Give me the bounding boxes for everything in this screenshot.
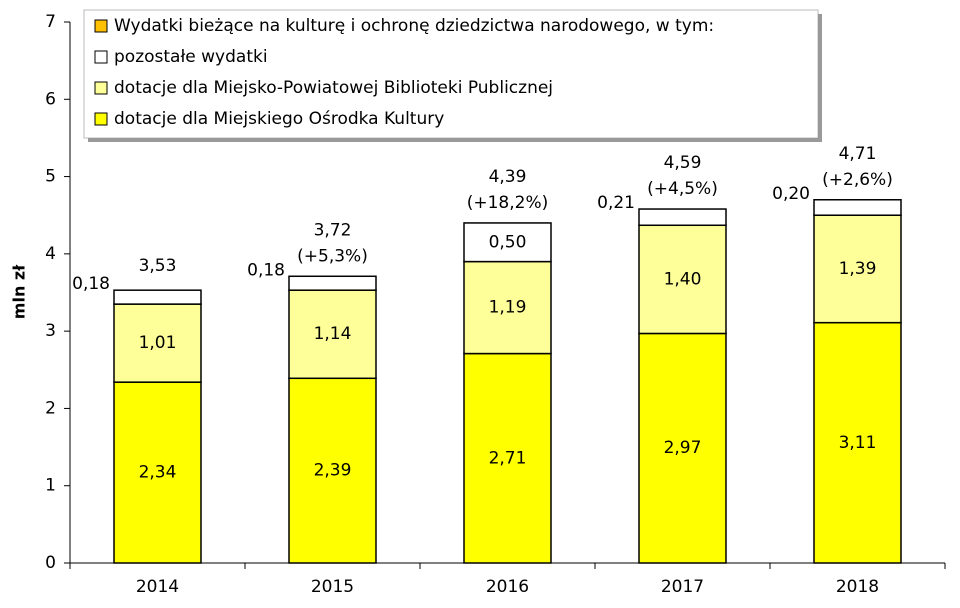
legend-title: Wydatki bieżące na kulturę i ochronę dzi… [114, 16, 714, 36]
legend-label: dotacje dla Miejskiego Ośrodka Kultury [114, 109, 444, 129]
legend-swatch [94, 19, 108, 33]
change-label: (+4,5%) [647, 179, 718, 199]
x-tick-label: 2016 [486, 577, 529, 597]
x-tick-label: 2014 [136, 577, 179, 597]
bar-segment [113, 303, 202, 383]
y-axis-label: mln zł [10, 264, 29, 319]
value-label: 0,21 [597, 193, 635, 213]
bar-segment [813, 199, 902, 216]
value-label: 1,40 [664, 269, 702, 289]
y-tick-label: 7 [45, 12, 56, 32]
total-label: 3,72 [314, 220, 352, 240]
bar-segment [113, 289, 202, 305]
y-tick-label: 3 [45, 321, 56, 341]
bar-segment [463, 260, 552, 355]
value-label: 0,50 [489, 232, 527, 252]
x-tick-label: 2015 [311, 577, 354, 597]
x-tick-label: 2017 [661, 577, 704, 597]
bar-segment [813, 321, 902, 564]
y-tick-label: 4 [45, 244, 56, 264]
y-tick-label: 6 [45, 89, 56, 109]
value-label: 0,18 [72, 274, 110, 294]
total-label: 4,59 [664, 153, 702, 173]
value-label: 1,19 [489, 298, 527, 318]
y-tick-label: 1 [45, 476, 56, 496]
bar-segment [463, 222, 552, 263]
bar-segment [288, 377, 377, 564]
legend-box [83, 9, 819, 139]
legend-shadow [88, 138, 822, 142]
legend-swatch [94, 81, 108, 95]
legend-swatch [94, 50, 108, 64]
value-label: 2,39 [314, 461, 352, 481]
x-tick-label: 2018 [836, 577, 879, 597]
bar-segment [288, 289, 377, 380]
legend-label: dotacje dla Miejsko-Powiatowej Bibliotek… [114, 78, 553, 98]
legend-swatch [94, 112, 108, 126]
value-label: 1,39 [839, 259, 877, 279]
bar-segment [813, 214, 902, 324]
bar-segment [113, 381, 202, 564]
bar-segment [288, 275, 377, 291]
bar-segment [638, 224, 727, 335]
value-label: 2,97 [664, 438, 702, 458]
value-label: 1,01 [139, 333, 177, 353]
change-label: (+5,3%) [297, 246, 368, 266]
value-label: 2,34 [139, 463, 177, 483]
y-tick-label: 0 [45, 553, 56, 573]
bar-segment [638, 332, 727, 564]
total-label: 4,71 [839, 144, 877, 164]
y-tick-label: 2 [45, 398, 56, 418]
total-label: 4,39 [489, 167, 527, 187]
value-label: 1,14 [314, 324, 352, 344]
y-tick-label: 5 [45, 167, 56, 187]
value-label: 3,11 [839, 433, 877, 453]
value-label: 0,20 [772, 184, 810, 204]
legend-shadow [818, 14, 822, 142]
change-label: (+18,2%) [467, 193, 549, 213]
legend-label: pozostałe wydatki [114, 47, 268, 67]
value-label: 2,71 [489, 448, 527, 468]
bar-segment [463, 352, 552, 564]
change-label: (+2,6%) [822, 170, 893, 190]
total-label: 3,53 [139, 256, 177, 276]
value-label: 0,18 [247, 260, 285, 280]
bar-segment [638, 208, 727, 227]
